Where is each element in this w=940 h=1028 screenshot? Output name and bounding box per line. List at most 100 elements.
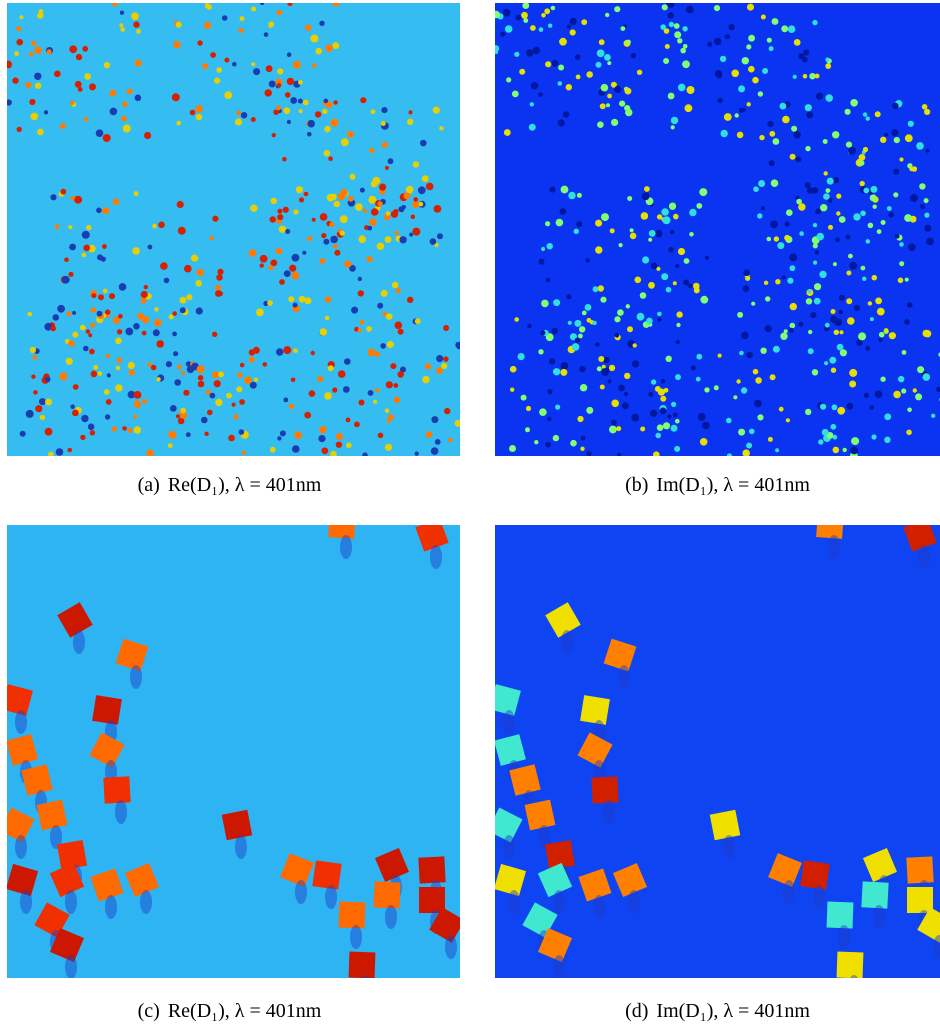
- particle: [591, 776, 619, 804]
- particle: [189, 109, 196, 116]
- particle: [251, 6, 257, 12]
- particle: [282, 206, 289, 213]
- particle: [880, 376, 886, 382]
- particle: [675, 374, 681, 381]
- particle: [631, 360, 640, 368]
- particle: [869, 405, 874, 410]
- particle: [79, 324, 86, 331]
- particle: [54, 224, 60, 230]
- particle: [293, 348, 298, 354]
- particle: [97, 371, 103, 376]
- particle: [399, 236, 407, 244]
- particle: [805, 298, 813, 305]
- particle: [251, 62, 256, 67]
- particle: [714, 37, 722, 46]
- particle: [303, 191, 309, 197]
- particle: [893, 168, 900, 175]
- particle: [781, 25, 789, 33]
- particle: [437, 233, 443, 240]
- particle: [233, 414, 239, 420]
- particle: [609, 228, 615, 234]
- particle: [286, 52, 292, 57]
- particle: [302, 250, 307, 255]
- particle: [656, 266, 661, 271]
- particle: [872, 204, 877, 209]
- particle: [624, 372, 631, 380]
- particle: [728, 24, 735, 31]
- particle: [800, 860, 830, 890]
- particle: [686, 86, 695, 94]
- particle: [545, 61, 552, 68]
- particle: [103, 389, 110, 395]
- particle: [106, 373, 111, 378]
- particle: [265, 65, 273, 73]
- shadow: [538, 825, 550, 849]
- particle: [648, 281, 655, 289]
- particle: [285, 229, 291, 234]
- particle: [393, 383, 399, 388]
- particle: [133, 323, 140, 330]
- particle: [158, 221, 165, 229]
- particle: [657, 317, 662, 322]
- particle: [39, 414, 46, 421]
- particle: [298, 197, 305, 203]
- particle: [327, 365, 334, 372]
- particle: [27, 311, 32, 317]
- particle: [385, 211, 391, 216]
- particle: [552, 434, 560, 442]
- particle: [380, 289, 388, 297]
- shadow: [445, 935, 457, 959]
- particle: [666, 3, 675, 9]
- particle: [195, 307, 203, 315]
- particle: [770, 179, 779, 187]
- particle: [338, 901, 366, 929]
- particle: [310, 350, 315, 356]
- particle: [611, 419, 617, 426]
- particle: [752, 76, 759, 84]
- particle: [853, 304, 861, 311]
- particle: [809, 73, 816, 80]
- particle: [793, 131, 801, 139]
- particle: [522, 3, 530, 9]
- particle: [787, 277, 794, 284]
- particle: [75, 53, 83, 61]
- particle: [856, 339, 863, 346]
- particle: [748, 34, 755, 42]
- particle: [844, 108, 851, 115]
- particle: [292, 302, 298, 308]
- particle: [69, 45, 78, 54]
- particle: [122, 101, 128, 108]
- particle: [31, 40, 37, 47]
- particle: [351, 306, 359, 314]
- particle: [7, 684, 33, 716]
- particle: [924, 108, 931, 115]
- particle: [55, 448, 64, 456]
- particle: [232, 61, 237, 67]
- particle: [323, 98, 329, 104]
- shadow: [65, 890, 77, 914]
- particle: [845, 141, 853, 148]
- particle: [89, 732, 125, 768]
- particle: [216, 67, 222, 73]
- particle: [673, 213, 679, 220]
- particle: [332, 387, 338, 393]
- particle: [509, 764, 541, 796]
- particle: [832, 131, 840, 139]
- particle: [595, 219, 603, 227]
- particle: [330, 193, 337, 200]
- particle: [282, 156, 287, 162]
- particle: [322, 108, 328, 115]
- particle: [268, 21, 275, 28]
- particle: [672, 281, 677, 286]
- particle: [862, 847, 898, 883]
- particle: [758, 180, 766, 187]
- particle: [575, 74, 581, 80]
- shadow: [130, 665, 142, 689]
- particle: [869, 317, 874, 322]
- particle: [894, 234, 900, 239]
- particle: [319, 20, 325, 26]
- particle: [269, 446, 276, 453]
- particle: [757, 414, 764, 421]
- particle: [7, 863, 39, 897]
- particle: [140, 297, 147, 304]
